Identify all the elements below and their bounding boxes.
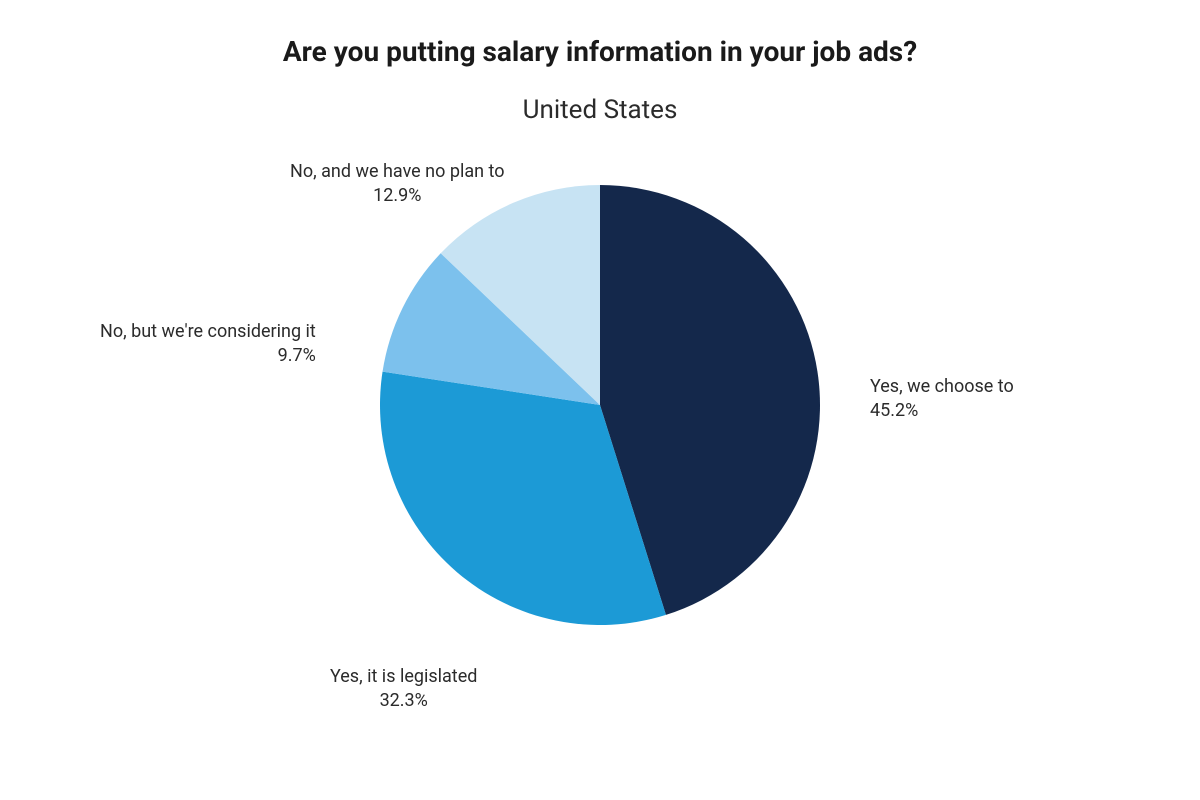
- slice-label-percent: 32.3%: [330, 689, 477, 713]
- slice-label-text: No, but we're considering it: [100, 320, 316, 344]
- pie-container: [380, 185, 820, 625]
- slice-label-text: Yes, we choose to: [870, 375, 1014, 399]
- chart-title: Are you putting salary information in yo…: [0, 35, 1200, 68]
- slice-label-percent: 9.7%: [100, 344, 316, 368]
- slice-label-0: Yes, we choose to45.2%: [870, 375, 1014, 424]
- slice-label-3: No, and we have no plan to12.9%: [290, 160, 505, 209]
- slice-label-percent: 12.9%: [290, 184, 505, 208]
- slice-label-2: No, but we're considering it9.7%: [100, 320, 316, 369]
- pie-chart: Are you putting salary information in yo…: [0, 0, 1200, 800]
- slice-label-percent: 45.2%: [870, 399, 1014, 423]
- slice-label-text: Yes, it is legislated: [330, 665, 477, 689]
- chart-subtitle: United States: [0, 95, 1200, 125]
- pie-svg: [380, 185, 820, 625]
- slice-label-text: No, and we have no plan to: [290, 160, 505, 184]
- slice-label-1: Yes, it is legislated32.3%: [330, 665, 477, 714]
